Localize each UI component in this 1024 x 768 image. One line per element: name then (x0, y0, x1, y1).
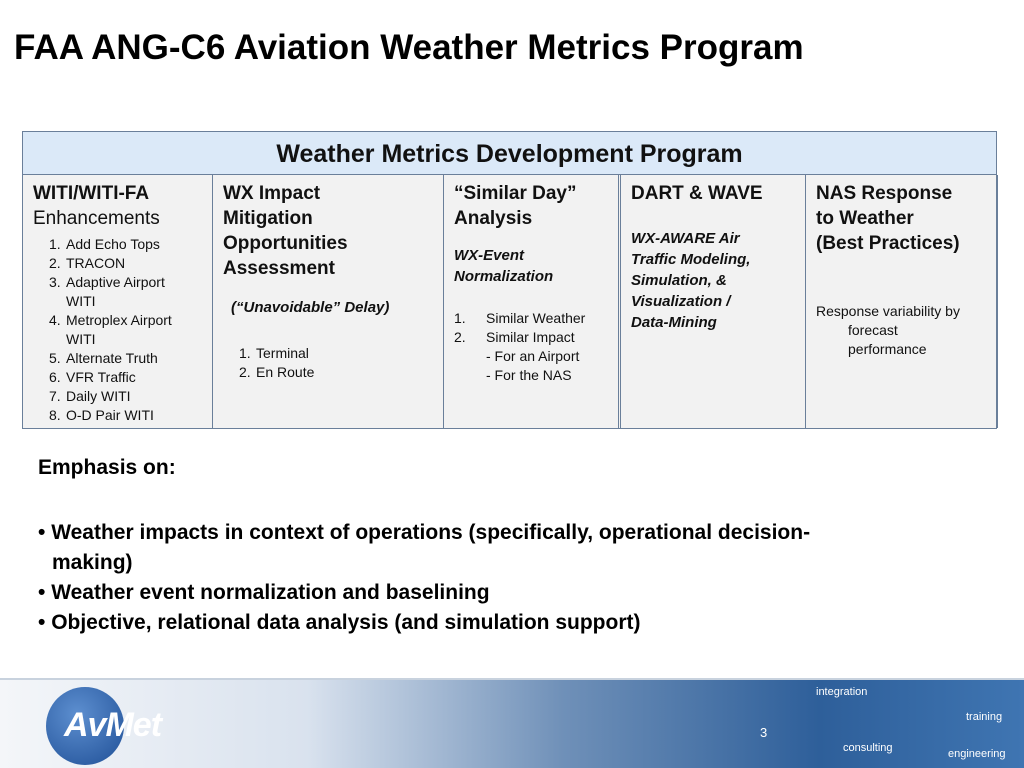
list-item: 5. Alternate Truth (49, 349, 202, 368)
item-number: 1. (49, 236, 61, 252)
item-list: 1. Terminal 2. En Route (223, 344, 433, 382)
item-text: O-D Pair WITI (66, 407, 154, 423)
item-number: 4. (49, 312, 61, 328)
note-line: (“Unavoidable” Delay) (231, 299, 390, 316)
list-item: 1. Terminal (239, 344, 433, 363)
emphasis-heading: Emphasis on: (38, 456, 176, 479)
slide-title: FAA ANG-C6 Aviation Weather Metrics Prog… (14, 28, 804, 67)
column-title: NAS Response (816, 183, 953, 204)
item-number: 2. (239, 364, 251, 380)
item-text: TRACON (66, 255, 126, 271)
note-line: Data-Mining (631, 314, 717, 331)
item-list: 1. Similar Weather 2. Similar Impact - For a… (454, 309, 608, 385)
item-text: Metroplex Airport WITI (66, 312, 172, 347)
table-column: WX Impact Mitigation Opportunities Assessme… (213, 175, 444, 428)
text-line: forecast (848, 322, 898, 338)
list-item: 3. Adaptive Airport WITI (49, 273, 202, 311)
column-title: Assessment (223, 258, 335, 279)
item-number: 3. (49, 274, 61, 290)
logo-text: AvMet (64, 706, 162, 744)
column-note: WX-AWARE Air Traffic Modeling, Simulation,… (631, 228, 795, 333)
list-item: 1. Add Echo Tops (49, 235, 202, 254)
column-text: Response variability by forecast performan… (816, 302, 987, 359)
item-text: VFR Traffic (66, 369, 136, 385)
list-item: 2. Similar Impact (454, 328, 608, 347)
table-column: DART & WAVE WX-AWARE Air Traffic Modeling,… (621, 175, 806, 428)
banner-word: consulting (843, 742, 893, 754)
item-number: 2. (49, 255, 61, 271)
bullet: Weather event normalization and baselini… (30, 578, 870, 608)
item-text: Alternate Truth (66, 350, 158, 366)
list-item: 4. Metroplex Airport WITI (49, 311, 202, 349)
item-number: 6. (49, 369, 61, 385)
note-line: Traffic Modeling, (631, 251, 751, 268)
item-number: 8. (49, 407, 61, 423)
column-title: Analysis (454, 208, 533, 229)
note-line: Visualization / (631, 293, 731, 310)
list-item: 2. En Route (239, 363, 433, 382)
column-title: WX Impact (223, 183, 321, 204)
column-title: WITI/WITI-FA (33, 183, 150, 204)
item-text: Similar Impact (486, 329, 575, 345)
item-number: 2. (454, 329, 466, 345)
page-number: 3 (760, 725, 768, 740)
item-number: 5. (49, 350, 61, 366)
column-subtitle: Enhancements (33, 208, 160, 229)
sub-item: - For the NAS (486, 367, 572, 383)
program-table: Weather Metrics Development Program WITI… (22, 131, 998, 429)
banner-word: integration (816, 686, 868, 698)
text-line: Response variability by (816, 303, 960, 319)
item-text: En Route (256, 364, 315, 380)
item-text: Similar Weather (486, 310, 586, 326)
item-list: 1. Add Echo Tops 2. TRACON 3. Adaptive Airpor… (33, 235, 202, 425)
column-note: WX-Event Normalization (454, 245, 608, 287)
column-title: (Best Practices) (816, 233, 960, 254)
text-line: performance (848, 341, 927, 357)
banner-word: engineering (948, 748, 1006, 760)
bullet: Weather impacts in context of operations… (30, 518, 870, 578)
list-item: 8. O-D Pair WITI (49, 406, 202, 425)
table-column: WITI/WITI-FA Enhancements 1. Add Echo Tops 2… (23, 175, 213, 428)
sub-item: - For an Airport (486, 348, 580, 364)
column-title: to Weather (816, 208, 914, 229)
table-column: NAS Response to Weather (Best Practices) Re… (806, 175, 998, 428)
logo-circle (46, 687, 124, 765)
list-item: 6. VFR Traffic (49, 368, 202, 387)
column-title: DART & WAVE (631, 183, 763, 204)
banner-word: training (966, 711, 1003, 723)
bullet-list: Weather impacts in context of operations… (30, 518, 870, 638)
footer-banner (0, 678, 1024, 768)
note-line: Normalization (454, 268, 554, 285)
list-item: 2. TRACON (49, 254, 202, 273)
item-number: 7. (49, 388, 61, 404)
table-column: “Similar Day” Analysis WX-Event Normalizati… (444, 175, 621, 428)
item-number: 1. (239, 345, 251, 361)
item-text: Adaptive Airport WITI (66, 274, 165, 309)
note-line: Simulation, & (631, 272, 727, 289)
list-item: 7. Daily WITI (49, 387, 202, 406)
note-line: WX-Event (454, 247, 525, 264)
column-title: “Similar Day” (454, 183, 577, 204)
item-text: Terminal (256, 345, 309, 361)
item-text: Daily WITI (66, 388, 131, 404)
table-heading: Weather Metrics Development Program (23, 132, 996, 175)
item-number: 1. (454, 310, 466, 326)
column-title: Opportunities (223, 233, 348, 254)
note-line: WX-AWARE Air (631, 230, 740, 247)
column-note: (“Unavoidable” Delay) (223, 297, 433, 318)
bullet: Objective, relational data analysis (and… (30, 608, 870, 638)
item-text: Add Echo Tops (66, 236, 160, 252)
list-item: 1. Similar Weather (454, 309, 608, 328)
column-title: Mitigation (223, 208, 313, 229)
